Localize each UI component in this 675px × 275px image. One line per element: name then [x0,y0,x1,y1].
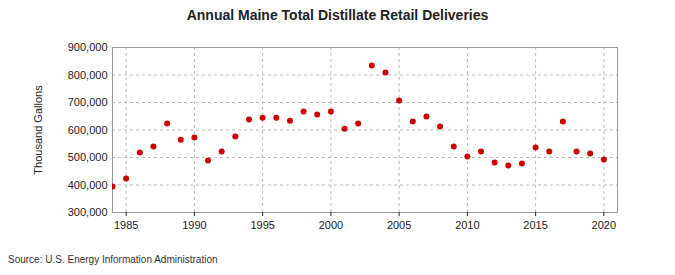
svg-text:500,000: 500,000 [68,151,108,163]
html-text:Source: U.S. Energy Informatio: Source: U.S. Energy Information Administ… [8,254,218,265]
svg-text:700,000: 700,000 [68,96,108,108]
svg-text:300,000: 300,000 [68,206,108,218]
svg-text:2005: 2005 [387,219,411,231]
svg-text:2020: 2020 [592,219,616,231]
svg-text:600,000: 600,000 [68,124,108,136]
svg-text:1985: 1985 [114,219,138,231]
html-text:Annual Maine Total Distillate: Annual Maine Total Distillate Retail Del… [186,7,489,23]
svg-text:800,000: 800,000 [68,69,108,81]
svg-text:400,000: 400,000 [68,179,108,191]
svg-text:1990: 1990 [182,219,206,231]
svg-text:2015: 2015 [523,219,547,231]
svg-text:900,000: 900,000 [68,41,108,53]
svg-text:Thousand Gallons: Thousand Gallons [32,85,44,175]
svg-text:2000: 2000 [319,219,343,231]
svg-text:1995: 1995 [250,219,274,231]
svg-text:2010: 2010 [455,219,479,231]
